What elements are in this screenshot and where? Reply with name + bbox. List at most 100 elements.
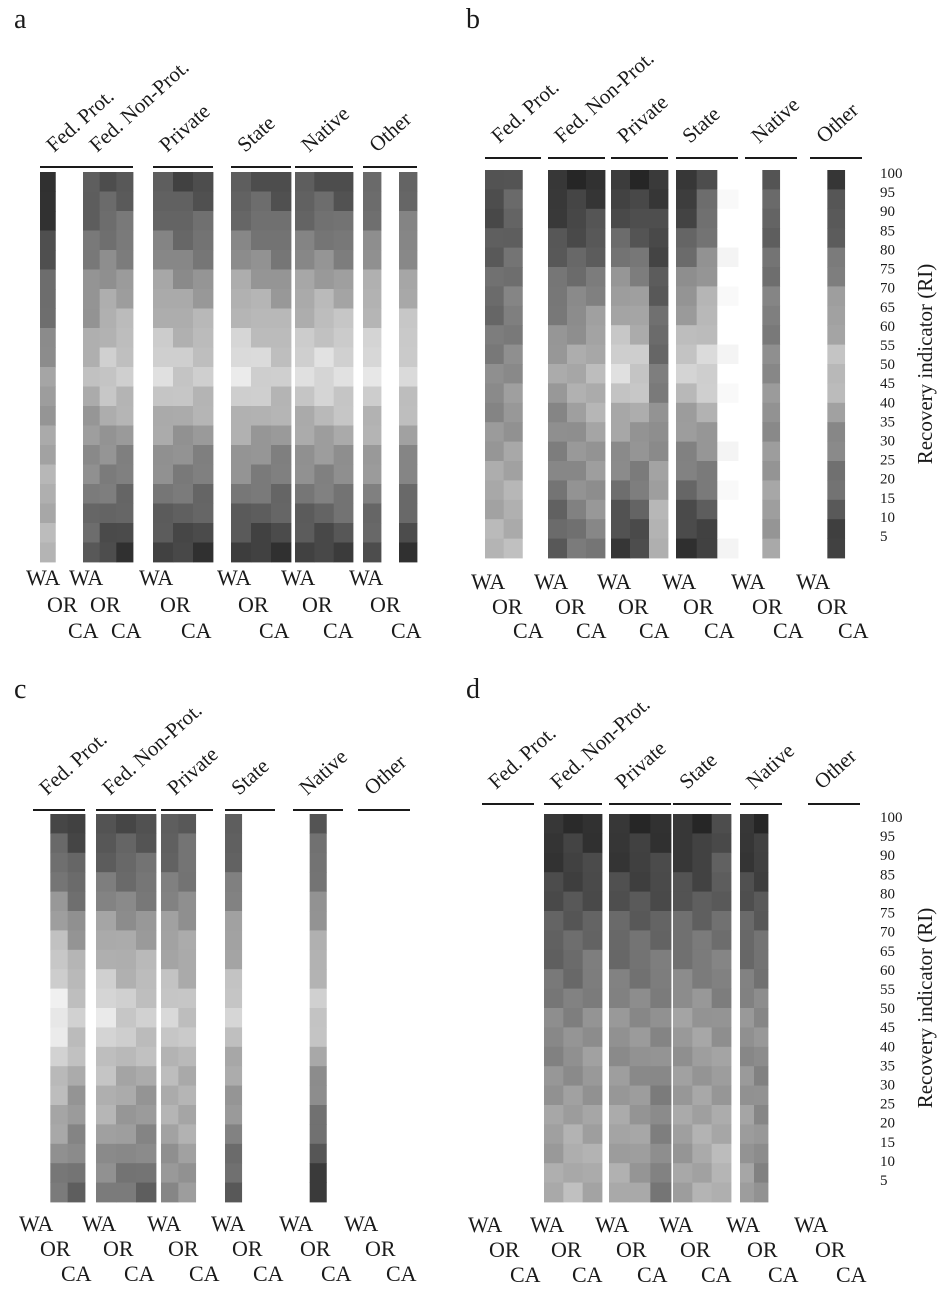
heatmap-cell (582, 1182, 603, 1203)
heatmap-cell (827, 364, 846, 384)
heatmap-cell (567, 538, 587, 559)
heatmap-cell (485, 538, 505, 559)
heatmap-cell (225, 1182, 243, 1203)
heatmap-cell (153, 367, 174, 387)
heatmap-cell (99, 464, 117, 485)
heatmap-cell (271, 542, 292, 563)
heatmap-cell (485, 519, 505, 539)
state-label: WA (659, 1212, 693, 1237)
heatmap-cell (271, 289, 292, 309)
heatmap-cell (333, 542, 354, 563)
heatmap-cell (314, 172, 335, 192)
heatmap-cell (503, 170, 523, 190)
heatmap-cell (295, 386, 315, 407)
heatmap-cell (333, 484, 354, 504)
heatmap-cell (363, 484, 382, 504)
heatmap-cell (673, 930, 693, 951)
heatmap-cell (740, 1008, 755, 1028)
heatmap-cell (136, 1143, 157, 1164)
heatmap-cell (116, 852, 137, 873)
y-tick-label: 65 (880, 944, 895, 960)
heatmap-cell (193, 211, 214, 231)
heatmap-cell (711, 1124, 732, 1145)
heatmap-cell (251, 250, 272, 270)
heatmap-cell (399, 172, 418, 192)
heatmap-cell (50, 1027, 69, 1048)
heatmap-cell (40, 172, 56, 192)
heatmap-cell (582, 1085, 603, 1106)
heatmap-cell (173, 211, 194, 231)
heatmap-cell (153, 445, 174, 465)
heatmap-cell (116, 367, 134, 387)
heatmap-cell (178, 891, 197, 912)
heatmap-cell (271, 308, 292, 329)
heatmap-cell (754, 1008, 769, 1028)
y-tick-label: 40 (880, 395, 895, 411)
heatmap-cell (827, 538, 846, 559)
group-label: Native (746, 92, 804, 147)
heatmap-cell (363, 406, 382, 426)
heatmap-cell (96, 911, 117, 931)
y-tick-label: 80 (880, 242, 895, 258)
heatmap-cell (692, 969, 713, 989)
heatmap-cell (399, 308, 418, 329)
state-label: CA (391, 618, 422, 643)
heatmap-cell (96, 949, 117, 970)
heatmap-cell (99, 250, 117, 270)
heatmap-cell (50, 988, 69, 1009)
heatmap-cell (193, 503, 214, 524)
state-label: WA (726, 1212, 760, 1237)
heatmap-cell (762, 325, 781, 345)
heatmap-cell (399, 269, 418, 290)
heatmap-cell (314, 386, 335, 407)
state-label: WA (794, 1212, 828, 1237)
heatmap-cell (485, 208, 505, 229)
state-label: WA (82, 1211, 116, 1236)
heatmap-cell (650, 930, 672, 951)
y-tick-label: 55 (880, 338, 895, 354)
y-tick-label: 75 (880, 906, 895, 922)
heatmap-cell (231, 289, 252, 309)
heatmap-cell (314, 191, 335, 212)
heatmap-cell (740, 852, 755, 873)
heatmap-cell (629, 1008, 651, 1028)
heatmap-cell (692, 1124, 713, 1145)
heatmap-cell (630, 364, 650, 384)
heatmap-cell (83, 503, 101, 524)
heatmap-cell (231, 386, 252, 407)
heatmap-cell (136, 930, 157, 951)
heatmap-cell (629, 1066, 651, 1086)
heatmap-cell (116, 386, 134, 407)
heatmap-cell (711, 1027, 732, 1048)
heatmap-cell (295, 503, 315, 524)
heatmap-cell (96, 988, 117, 1009)
heatmap-cell (673, 1105, 693, 1125)
group-label: Other (809, 744, 861, 794)
heatmap-cell (692, 949, 713, 970)
heatmap-cell (333, 211, 354, 231)
panel-label: c (14, 674, 26, 705)
heatmap-cell (309, 1085, 327, 1106)
heatmap-cell (673, 891, 693, 912)
heatmap-cell (173, 445, 194, 465)
heatmap-cell (696, 383, 718, 404)
group-label: Other (811, 98, 863, 148)
heatmap-cell (673, 1124, 693, 1145)
heatmap-cell (629, 833, 651, 854)
heatmap-cell (717, 461, 739, 481)
heatmap-cell (673, 814, 693, 834)
state-label: OR (817, 594, 848, 619)
heatmap-cell (136, 1124, 157, 1145)
y-tick-label: 15 (880, 1135, 895, 1151)
heatmap-cell (333, 289, 354, 309)
state-label: OR (103, 1236, 134, 1261)
heatmap-cell (485, 286, 505, 307)
heatmap-cell (611, 499, 631, 520)
heatmap-cell (225, 1046, 243, 1067)
heatmap-cell (363, 289, 382, 309)
heatmap-cell (231, 328, 252, 348)
heatmap-cell (762, 499, 781, 520)
heatmap-cell (649, 402, 669, 423)
heatmap-cell (116, 814, 137, 834)
heatmap-cell (754, 1124, 769, 1145)
